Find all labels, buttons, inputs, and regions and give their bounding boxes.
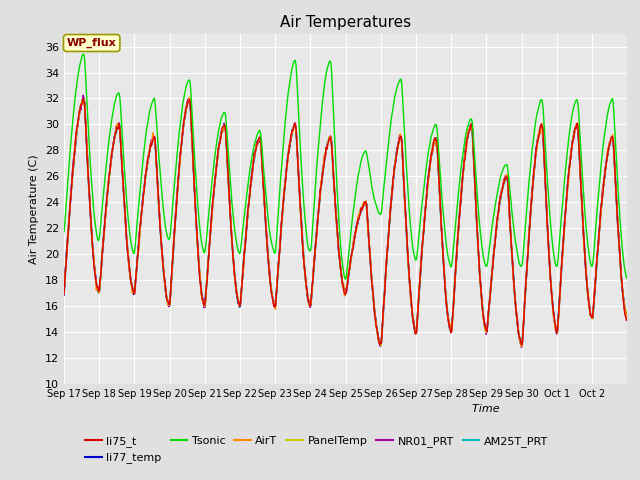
AirT bbox=[280, 193, 287, 199]
Tsonic bbox=[230, 224, 238, 230]
li77_temp bbox=[376, 343, 384, 349]
li77_temp bbox=[623, 315, 631, 321]
PanelTemp bbox=[436, 196, 444, 202]
PanelTemp bbox=[186, 94, 193, 100]
li75_t bbox=[404, 261, 412, 266]
li75_t bbox=[280, 196, 287, 202]
Tsonic bbox=[127, 239, 134, 244]
Text: WP_flux: WP_flux bbox=[67, 38, 116, 48]
PanelTemp bbox=[623, 316, 631, 322]
PanelTemp bbox=[126, 273, 134, 278]
li77_temp bbox=[280, 197, 287, 203]
Tsonic bbox=[437, 178, 445, 184]
li75_t bbox=[518, 342, 525, 348]
li75_t bbox=[623, 316, 631, 322]
PanelTemp bbox=[280, 197, 287, 203]
NR01_PRT bbox=[79, 93, 87, 98]
Legend: li75_t, li77_temp, Tsonic, AirT, PanelTemp, NR01_PRT, AM25T_PRT: li75_t, li77_temp, Tsonic, AirT, PanelTe… bbox=[81, 432, 552, 468]
NR01_PRT bbox=[518, 345, 525, 350]
Line: AM25T_PRT: AM25T_PRT bbox=[64, 99, 627, 345]
li75_t bbox=[127, 279, 134, 285]
AirT bbox=[623, 315, 631, 321]
NR01_PRT bbox=[127, 276, 134, 282]
Line: PanelTemp: PanelTemp bbox=[64, 97, 627, 346]
Tsonic bbox=[259, 148, 266, 154]
li75_t bbox=[230, 269, 238, 275]
AM25T_PRT bbox=[230, 269, 238, 275]
PanelTemp bbox=[259, 163, 266, 168]
li75_t bbox=[436, 193, 444, 199]
li77_temp bbox=[437, 211, 445, 217]
PanelTemp bbox=[518, 343, 525, 349]
Tsonic bbox=[280, 139, 287, 145]
AirT bbox=[60, 291, 68, 297]
li77_temp bbox=[60, 292, 68, 298]
li77_temp bbox=[126, 274, 134, 280]
Tsonic bbox=[341, 276, 349, 282]
AirT bbox=[230, 273, 238, 279]
NR01_PRT bbox=[60, 291, 68, 297]
NR01_PRT bbox=[623, 317, 631, 323]
Y-axis label: Air Temperature (C): Air Temperature (C) bbox=[29, 154, 39, 264]
PanelTemp bbox=[230, 268, 238, 274]
AM25T_PRT bbox=[623, 314, 631, 320]
AirT bbox=[518, 343, 526, 349]
Line: NR01_PRT: NR01_PRT bbox=[64, 96, 627, 348]
li75_t bbox=[60, 291, 68, 297]
Line: AirT: AirT bbox=[64, 98, 627, 346]
Line: li75_t: li75_t bbox=[64, 99, 627, 345]
AM25T_PRT bbox=[405, 274, 413, 280]
AM25T_PRT bbox=[280, 197, 287, 203]
AM25T_PRT bbox=[259, 164, 266, 170]
li77_temp bbox=[186, 96, 193, 101]
li75_t bbox=[259, 165, 266, 170]
Line: Tsonic: Tsonic bbox=[64, 54, 627, 279]
AirT bbox=[404, 263, 412, 269]
Tsonic bbox=[623, 276, 631, 281]
li77_temp bbox=[230, 270, 238, 276]
AM25T_PRT bbox=[437, 211, 445, 217]
li77_temp bbox=[405, 272, 413, 278]
Title: Air Temperatures: Air Temperatures bbox=[280, 15, 411, 30]
AirT bbox=[259, 162, 266, 168]
AirT bbox=[185, 95, 193, 101]
NR01_PRT bbox=[280, 196, 287, 202]
AM25T_PRT bbox=[60, 289, 68, 295]
NR01_PRT bbox=[259, 163, 266, 169]
AM25T_PRT bbox=[80, 96, 88, 102]
AirT bbox=[436, 194, 444, 200]
AM25T_PRT bbox=[127, 278, 134, 284]
NR01_PRT bbox=[404, 261, 412, 266]
Line: li77_temp: li77_temp bbox=[64, 98, 627, 346]
PanelTemp bbox=[404, 262, 412, 267]
PanelTemp bbox=[60, 289, 68, 295]
AM25T_PRT bbox=[376, 342, 384, 348]
NR01_PRT bbox=[436, 199, 444, 204]
li75_t bbox=[79, 96, 87, 102]
li77_temp bbox=[259, 162, 266, 168]
X-axis label:                                                                                  bbox=[192, 405, 499, 414]
Tsonic bbox=[60, 229, 68, 235]
Tsonic bbox=[405, 205, 413, 211]
NR01_PRT bbox=[230, 270, 238, 276]
Tsonic bbox=[80, 51, 88, 57]
AirT bbox=[126, 274, 134, 279]
